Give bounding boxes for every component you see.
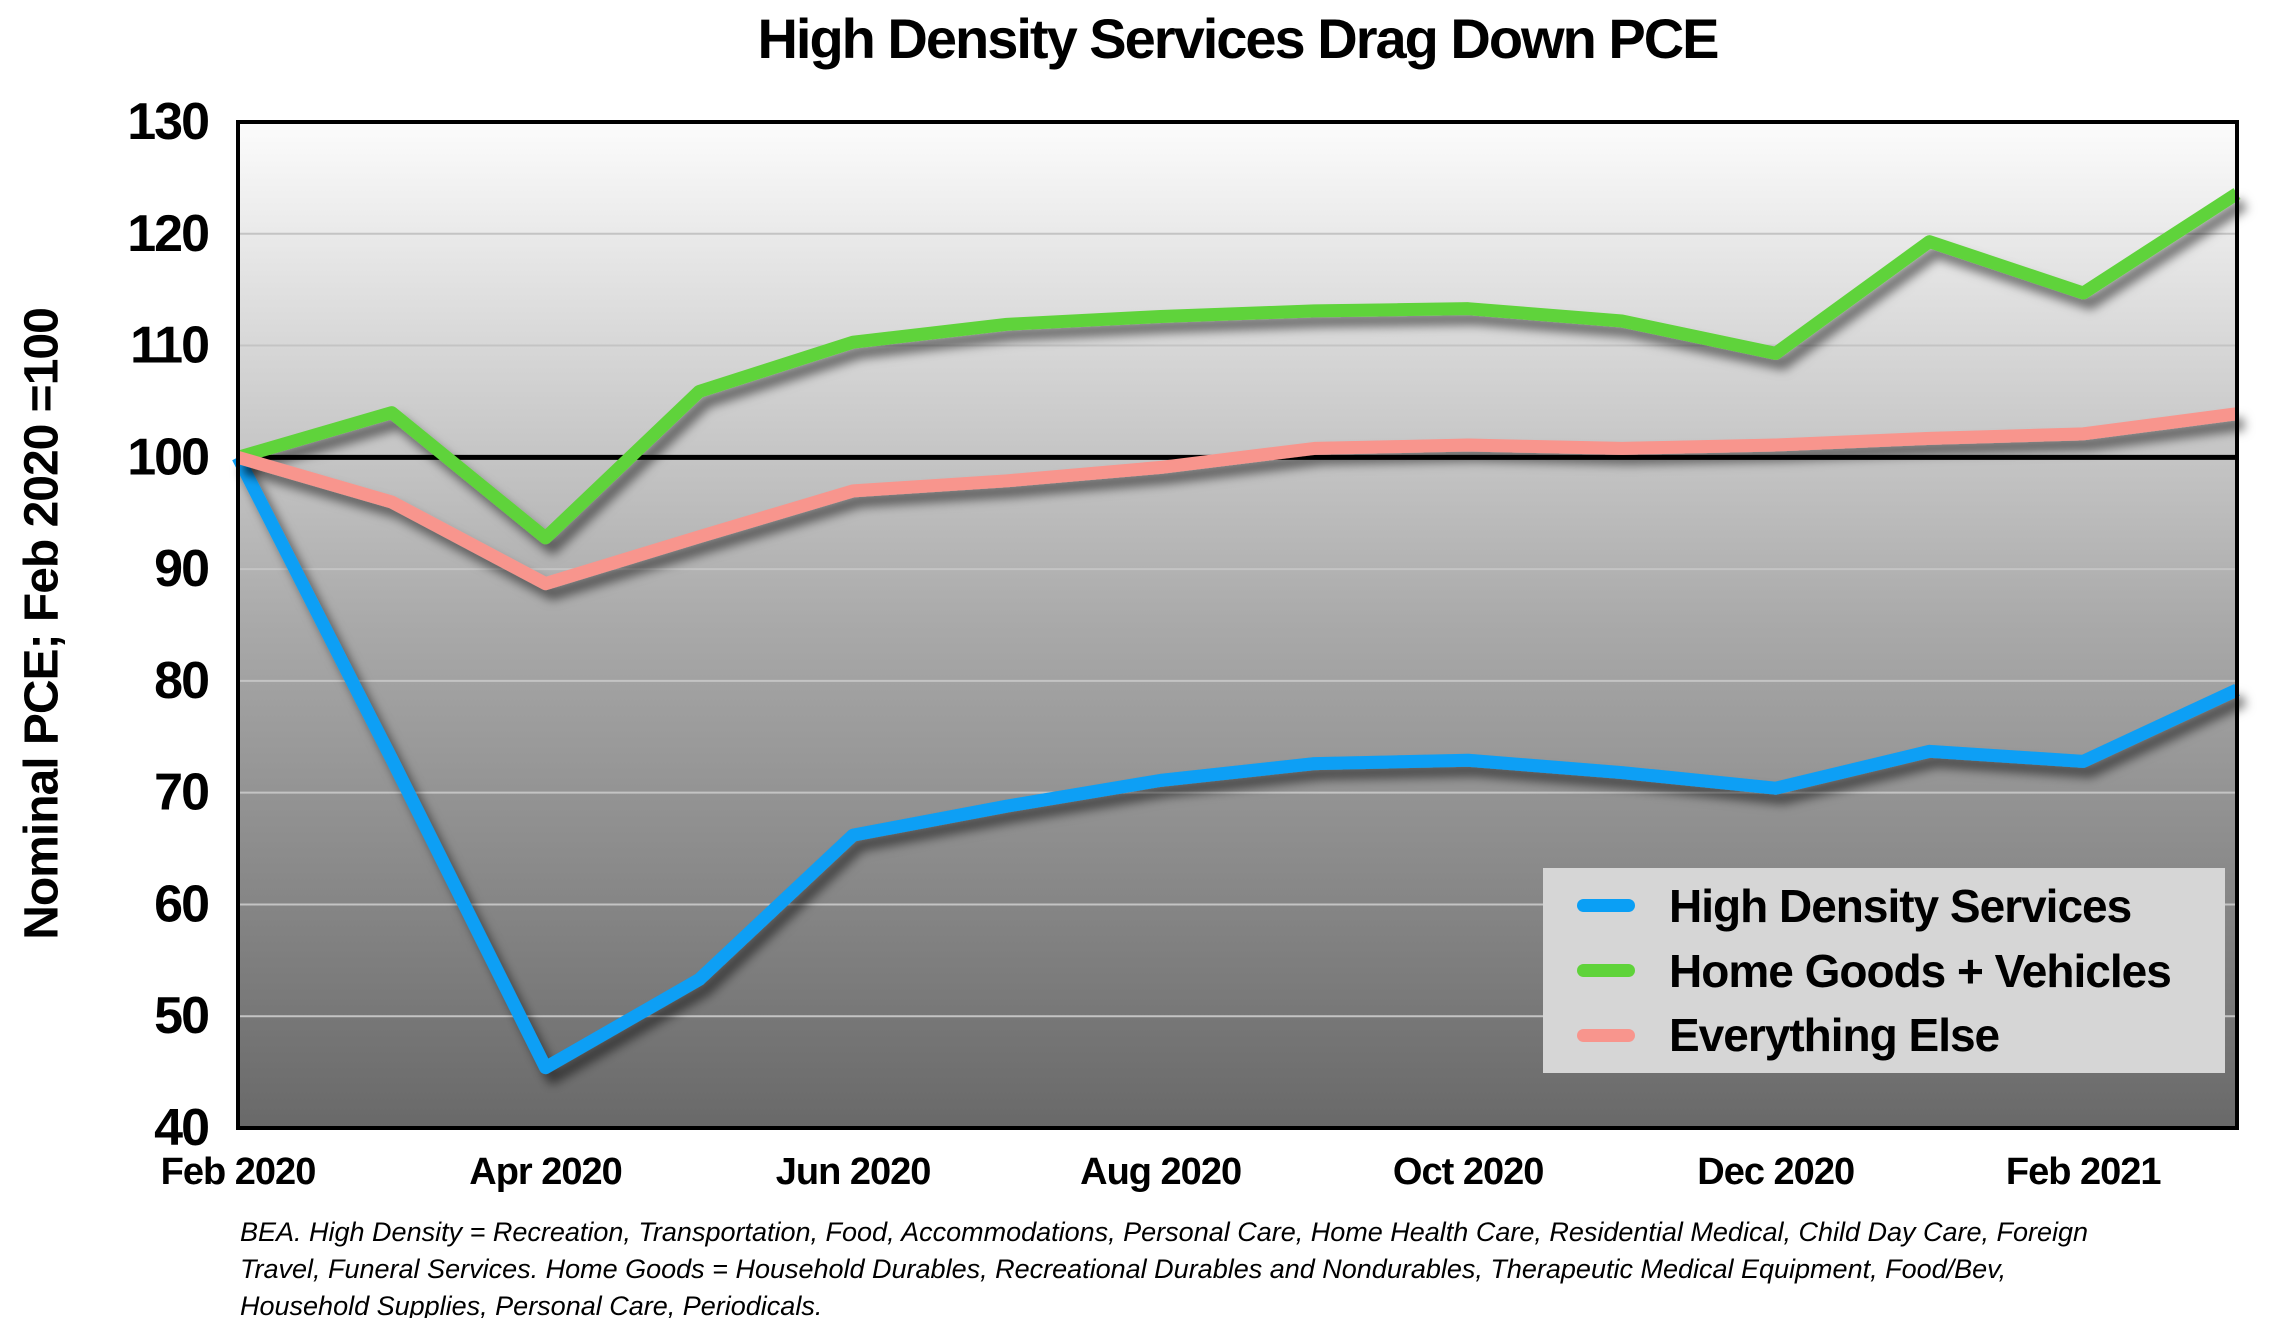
legend-item-everything-else: Everything Else (1577, 1008, 2225, 1062)
y-tick-label-90: 90 (154, 540, 208, 598)
chart-title: High Density Services Drag Down PCE (757, 7, 1719, 70)
x-tick-label-jun-2020: Jun 2020 (776, 1151, 931, 1193)
legend-item-high-density-services: High Density Services (1577, 879, 2225, 933)
series-line-everything-else (236, 407, 2238, 591)
legend-label-everything-else: Everything Else (1669, 1009, 2000, 1062)
legend-label-home-goods-vehicles: Home Goods + Vehicles (1669, 944, 2172, 997)
y-tick-label-100: 100 (127, 428, 208, 486)
legend-swatch-everything-else-icon (1577, 1028, 1635, 1042)
x-tick-label-feb-2020: Feb 2020 (161, 1151, 316, 1193)
y-tick-label-130: 130 (127, 93, 208, 151)
footnote-line-1: BEA. High Density = Recreation, Transpor… (240, 1217, 2089, 1247)
footnote-line-2: Travel, Funeral Services. Home Goods = H… (240, 1254, 2007, 1284)
legend: High Density Services Home Goods + Vehic… (1543, 868, 2225, 1073)
legend-swatch-home-goods-vehicles-icon (1577, 964, 1635, 977)
y-tick-label-70: 70 (154, 764, 208, 822)
y-tick-label-110: 110 (130, 317, 208, 375)
y-tick-label-80: 80 (154, 652, 208, 710)
x-tick-label-dec-2020: Dec 2020 (1697, 1151, 1854, 1193)
series-line-high-density-services (232, 454, 2240, 1075)
x-tick-label-oct-2020: Oct 2020 (1393, 1151, 1543, 1193)
y-tick-label-50: 50 (154, 987, 208, 1045)
x-tick-label-apr-2020: Apr 2020 (469, 1151, 622, 1193)
plot-frame (236, 120, 2239, 1130)
y-tick-label-120: 120 (127, 205, 208, 263)
legend-label-high-density-services: High Density Services (1669, 879, 2132, 932)
series-line-home-goods-vehicles (236, 188, 2241, 545)
legend-swatch-high-density-services-icon (1577, 899, 1635, 913)
y-tick-label-60: 60 (154, 875, 208, 933)
x-tick-label-aug-2020: Aug 2020 (1080, 1151, 1241, 1193)
x-tick-label-feb-2021: Feb 2021 (2006, 1151, 2162, 1193)
footnote: BEA. High Density = Recreation, Transpor… (240, 1214, 2150, 1318)
y-tick-label-40: 40 (154, 1099, 208, 1157)
footnote-line-3: Household Supplies, Personal Care, Perio… (240, 1291, 823, 1318)
legend-item-home-goods-vehicles: Home Goods + Vehicles (1577, 944, 2225, 998)
